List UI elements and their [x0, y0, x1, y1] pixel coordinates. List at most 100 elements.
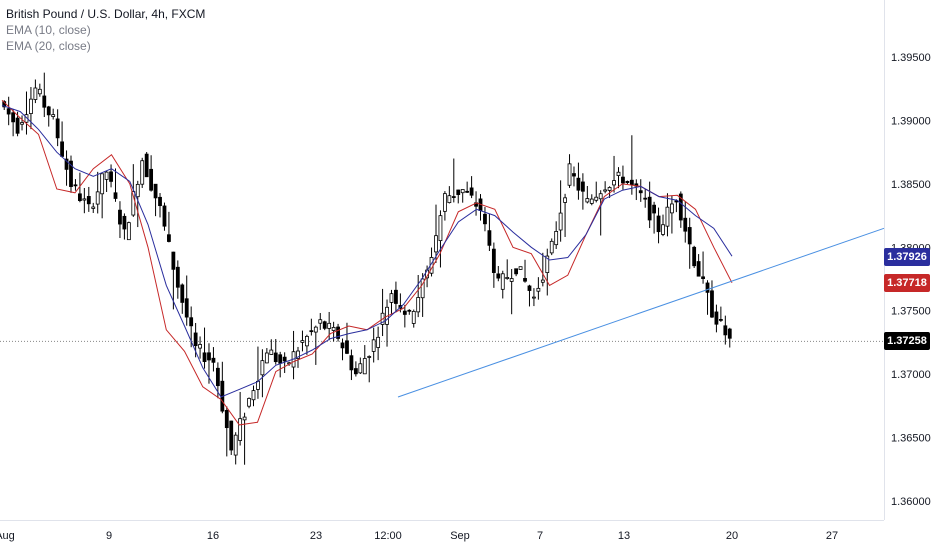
candle-body	[509, 278, 514, 282]
candle-body	[104, 171, 109, 180]
candle-body	[652, 204, 657, 214]
candle-body	[82, 198, 87, 201]
ema-layer	[1, 99, 733, 426]
time-tick-label: 16	[207, 530, 219, 542]
candle-body	[86, 196, 91, 205]
candle-body	[6, 108, 11, 115]
candle-body	[723, 325, 728, 336]
candle-body	[273, 352, 278, 363]
candle-body	[15, 117, 20, 134]
candle-body	[42, 95, 47, 108]
trendline-layer[interactable]	[397, 227, 885, 398]
candle-body	[536, 287, 541, 292]
candle-body	[447, 195, 452, 204]
candle-body	[207, 352, 211, 361]
candle-body	[95, 191, 100, 205]
candle-body	[656, 215, 661, 233]
candle-body	[567, 163, 572, 186]
candle-body	[309, 330, 314, 333]
candle-body	[603, 189, 608, 192]
time-axis[interactable]: Aug 9 16 23 12:00 Sep 7 13 20 27	[0, 530, 838, 542]
candle-body	[438, 215, 443, 242]
time-tick-label: Sep	[450, 530, 470, 542]
candle-body	[37, 88, 42, 95]
candle-body	[701, 276, 705, 279]
candle-body	[612, 180, 616, 186]
candle-body	[621, 176, 625, 184]
candle-body	[420, 278, 425, 299]
candle-body	[572, 173, 576, 177]
candle-body	[91, 206, 96, 209]
time-tick-label: 9	[106, 530, 112, 542]
time-tick-label: 23	[310, 530, 322, 542]
candle-body	[647, 196, 652, 221]
candle-body	[113, 192, 118, 199]
candle-body	[727, 328, 732, 339]
ema20-legend[interactable]: EMA (20, close)	[6, 39, 91, 53]
candle-body	[278, 354, 283, 364]
price-tick-label: 1.36000	[891, 496, 931, 508]
candle-body	[411, 310, 416, 324]
candle-body	[131, 191, 136, 216]
candle-body	[416, 297, 421, 313]
candle-body	[687, 227, 692, 245]
candle-body	[305, 335, 309, 347]
price-tick-label: 1.37000	[891, 369, 931, 381]
candle-body	[527, 285, 532, 291]
candle-body	[563, 197, 567, 203]
candle-body	[158, 196, 162, 207]
candle-body	[282, 356, 287, 362]
candle-body	[389, 293, 394, 303]
candle-body	[224, 410, 229, 429]
candle-body	[238, 418, 243, 441]
candle-body	[714, 311, 719, 325]
candle-body	[269, 349, 274, 355]
candle-body	[162, 205, 167, 227]
candle-body	[264, 352, 269, 364]
candle-body	[514, 268, 519, 275]
candle-body	[598, 193, 603, 200]
candle-body	[229, 420, 234, 451]
candle-body	[665, 206, 670, 227]
candle-body	[692, 246, 697, 267]
candle-body	[340, 342, 345, 349]
candle-body	[296, 350, 300, 359]
ema10-legend[interactable]: EMA (10, close)	[6, 23, 91, 37]
candle-body	[211, 357, 216, 363]
candle-body	[585, 198, 590, 203]
price-tick-label: 1.39000	[891, 115, 931, 127]
candle-body	[558, 212, 563, 231]
candle-body	[73, 184, 78, 187]
candle-body	[11, 112, 16, 123]
candle-body	[349, 355, 354, 371]
candle-body	[242, 416, 247, 421]
candle-body	[336, 326, 340, 339]
candle-body	[456, 189, 461, 195]
candle-body	[193, 332, 198, 347]
ema10-price-tag: 1.37718	[884, 274, 930, 293]
candle-body	[60, 141, 64, 157]
candle-body	[505, 277, 510, 279]
candle-body	[469, 187, 474, 196]
candle-body	[451, 196, 456, 198]
candle-body	[126, 222, 131, 241]
symbol-title[interactable]: British Pound / U.S. Dollar, 4h, FXCM	[6, 7, 206, 21]
candle-body	[362, 358, 367, 375]
trendline	[397, 227, 885, 398]
candle-body	[710, 290, 714, 318]
price-tick-label: 1.39500	[891, 52, 931, 64]
candle-body	[300, 340, 305, 343]
candle-body	[549, 240, 554, 254]
candle-body	[580, 181, 585, 192]
candle-body	[118, 209, 122, 225]
candle-body	[135, 183, 140, 198]
candle-body	[180, 284, 185, 303]
candle-body	[670, 203, 674, 214]
time-tick-label: 13	[618, 530, 630, 542]
candle-body	[175, 266, 180, 288]
price-tick-label: 1.38500	[891, 179, 931, 191]
candle-body	[616, 171, 621, 176]
candle-body	[51, 114, 56, 117]
time-tick-label: 20	[726, 530, 738, 542]
